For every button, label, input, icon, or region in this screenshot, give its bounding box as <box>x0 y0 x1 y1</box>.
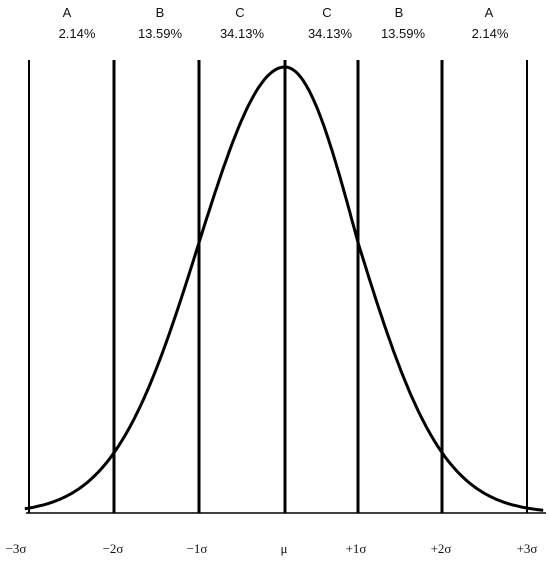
region-letter: C <box>322 5 331 20</box>
axis-label: +1σ <box>346 541 367 556</box>
region-letter: A <box>485 5 494 20</box>
axis-label: +3σ <box>517 541 538 556</box>
normal-curve <box>24 65 544 512</box>
region-letter: A <box>63 5 72 20</box>
axis-label: −3σ <box>6 541 27 556</box>
sigma-lines <box>28 60 528 513</box>
region-percent: 34.13% <box>308 26 353 41</box>
region-letter: B <box>156 5 165 20</box>
region-letter: B <box>395 5 404 20</box>
axis-label: −2σ <box>103 541 124 556</box>
axis-label: μ <box>281 541 288 556</box>
labels: A 2.14% B 13.59% C 34.13% C 34.13% B 13.59% A 2.14%… <box>6 5 538 556</box>
axis-label: +2σ <box>431 541 452 556</box>
region-percent: 2.14% <box>472 26 509 41</box>
axis-label: −1σ <box>187 541 208 556</box>
region-percent: 13.59% <box>138 26 183 41</box>
region-letter: C <box>235 5 244 20</box>
region-percent: 13.59% <box>381 26 426 41</box>
region-percent: 2.14% <box>59 26 96 41</box>
region-percent: 34.13% <box>220 26 265 41</box>
